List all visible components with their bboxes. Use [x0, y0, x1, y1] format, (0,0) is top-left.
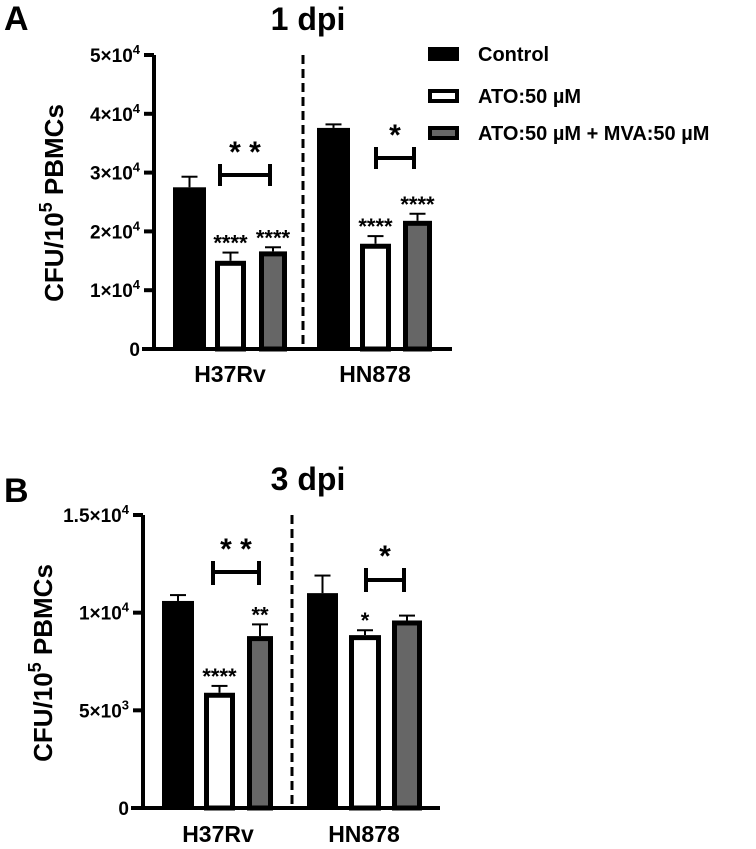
y-tick-label: 2×104 — [90, 218, 141, 243]
bar-ato — [215, 260, 246, 352]
y-tick-label: 3×104 — [90, 160, 141, 185]
significance-label: **** — [256, 225, 291, 250]
bar-ato-mva — [392, 620, 422, 811]
bar-ato-mva — [259, 251, 287, 352]
legend-swatch-control — [428, 47, 459, 61]
comparison-significance: * * — [229, 136, 261, 169]
comparison-significance: * * — [220, 533, 252, 566]
bar-control — [173, 187, 206, 349]
significance-label: * — [361, 608, 370, 633]
panel-b-ylabel: CFU/105 PBMCs — [25, 564, 58, 762]
bar-ato — [349, 635, 381, 811]
panel-a-letter: A — [4, 0, 29, 38]
significance-label: **** — [358, 214, 393, 239]
y-tick-label: 4×104 — [90, 101, 141, 126]
legend-swatch-ato — [428, 89, 459, 103]
panel-a-plot: 0 1×104 2×104 3×104 4×104 5×104 **** **** H37Rv *… — [90, 42, 452, 387]
bar-ato — [360, 243, 391, 352]
x-category-label: H37Rv — [182, 821, 254, 847]
panel-b-letter: B — [4, 472, 29, 510]
y-tick-label: 5×104 — [90, 42, 141, 67]
significance-label: ** — [251, 602, 269, 627]
panel-a-title: 1 dpi — [271, 1, 346, 37]
bar-ato — [204, 692, 235, 811]
legend-label: ATO:50 µM + MVA:50 µM — [478, 123, 709, 145]
bar-ato-mva — [247, 636, 273, 811]
comparison-significance: * — [379, 540, 391, 573]
bar-control — [317, 127, 350, 349]
legend-label: Control — [478, 44, 549, 66]
bar-ato-mva — [403, 220, 432, 352]
x-category-label: HN878 — [339, 361, 411, 387]
x-category-label: H37Rv — [194, 361, 266, 387]
y-tick-label: 1×104 — [79, 600, 130, 625]
bar-control — [162, 600, 194, 808]
significance-label: **** — [213, 231, 248, 256]
comparison-significance: * — [389, 119, 401, 152]
significance-label: **** — [202, 664, 237, 689]
x-category-label: HN878 — [328, 821, 400, 847]
legend: Control ATO:50 µM ATO:50 µM + MVA:50 µM — [428, 44, 709, 145]
y-tick-label: 0 — [118, 799, 129, 820]
significance-label: **** — [400, 192, 435, 217]
bar-control — [307, 593, 338, 808]
panel-b-title: 3 dpi — [271, 461, 346, 497]
legend-swatch-ato-mva — [428, 126, 459, 140]
legend-label: ATO:50 µM — [478, 86, 581, 108]
panel-a-ylabel: CFU/105 PBMCs — [36, 104, 69, 302]
y-tick-label: 1.5×104 — [63, 502, 130, 527]
y-tick-label: 5×103 — [79, 697, 129, 722]
y-tick-label: 0 — [129, 340, 140, 361]
y-tick-label: 1×104 — [90, 277, 141, 302]
